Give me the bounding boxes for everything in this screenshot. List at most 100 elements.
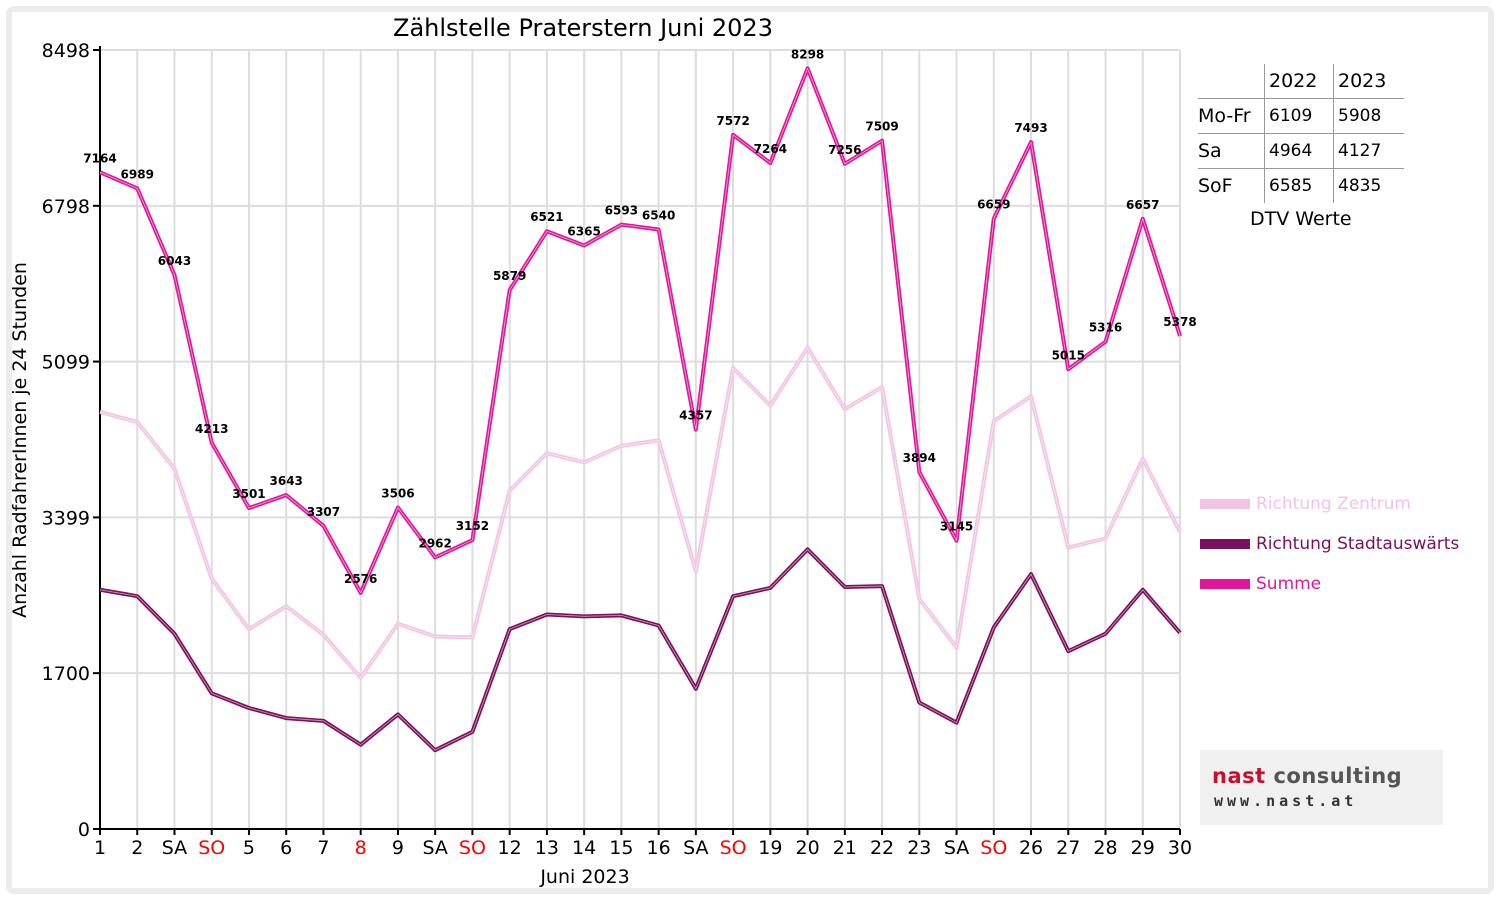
data-label: 3643	[270, 474, 303, 488]
x-tick-label: 30	[1168, 837, 1192, 859]
company-logo: nast consulting www.nast.at	[1200, 750, 1443, 825]
data-label: 4357	[679, 409, 712, 423]
dtv-cell: 4964	[1264, 133, 1334, 169]
legend-swatch	[1200, 539, 1250, 549]
x-tick-label: 20	[795, 837, 819, 859]
data-label: 6989	[121, 167, 154, 181]
data-label: 3152	[456, 519, 489, 533]
dtv-header-row: 2022 2023	[1198, 64, 1404, 99]
x-tick-label: 28	[1093, 837, 1117, 859]
series-line-highlight	[99, 347, 1181, 679]
data-label: 5316	[1089, 321, 1122, 335]
data-label: 6657	[1126, 198, 1159, 212]
x-tick-label: 1	[94, 837, 106, 859]
series-line	[99, 547, 1182, 753]
data-label: 6521	[530, 210, 563, 224]
x-tick-label: 5	[243, 837, 255, 859]
data-label: 7493	[1014, 121, 1047, 135]
dtv-row-label: Sa	[1198, 133, 1265, 169]
x-tick-label: 19	[758, 837, 782, 859]
x-tick-label: SA	[683, 837, 708, 859]
dtv-corner	[1198, 64, 1265, 99]
dtv-row: Sa 4964 4127	[1198, 133, 1404, 169]
x-tick-label: SO	[459, 837, 486, 859]
x-tick-label: 16	[647, 837, 671, 859]
dtv-row: Mo-Fr 6109 5908	[1198, 98, 1404, 134]
data-label: 7572	[716, 114, 749, 128]
data-label: 3506	[381, 487, 414, 501]
legend-label: Richtung Stadtauswärts	[1256, 534, 1460, 554]
x-tick-label: SA	[162, 837, 187, 859]
x-tick-label: 7	[317, 837, 329, 859]
x-tick-label: 29	[1131, 837, 1155, 859]
x-tick-label: 27	[1056, 837, 1080, 859]
dtv-cell: 6585	[1264, 168, 1334, 203]
data-label: 5015	[1052, 348, 1085, 362]
data-label: 6540	[642, 208, 675, 222]
y-tick-label: 1700	[42, 663, 90, 685]
x-tick-label: SO	[198, 837, 225, 859]
data-label: 3307	[307, 505, 340, 519]
y-tick-label: 5099	[42, 352, 90, 374]
series-line-highlight	[99, 67, 1181, 594]
data-label: 3145	[940, 520, 973, 534]
y-tick-label: 0	[78, 819, 90, 841]
x-tick-label: SA	[944, 837, 969, 859]
x-tick-label: SO	[720, 837, 747, 859]
series-line	[99, 66, 1182, 595]
data-label: 7164	[83, 151, 116, 165]
legend-label: Summe	[1256, 574, 1322, 594]
logo-url: www.nast.at	[1214, 792, 1358, 810]
data-label: 3501	[232, 487, 265, 501]
x-tick-label: 26	[1019, 837, 1043, 859]
data-label: 2576	[344, 572, 377, 586]
data-label: 6593	[605, 204, 638, 218]
data-label: 3894	[903, 451, 936, 465]
dtv-cell: 4127	[1333, 133, 1404, 169]
dtv-table: 2022 2023 Mo-Fr 6109 5908 Sa 4964 4127 S…	[1198, 64, 1404, 203]
legend-item-stadtauswaerts: Richtung Stadtauswärts	[1200, 534, 1459, 554]
dtv-year-2023: 2023	[1333, 64, 1404, 99]
dtv-cell: 5908	[1333, 98, 1404, 134]
legend-item-zentrum: Richtung Zentrum	[1200, 494, 1411, 514]
chart-title: Zählstelle Praterstern Juni 2023	[393, 14, 773, 42]
x-tick-label: 14	[572, 837, 596, 859]
dtv-row: SoF 6585 4835	[1198, 168, 1404, 203]
data-label: 5879	[493, 269, 526, 283]
dtv-row-label: SoF	[1198, 168, 1265, 203]
x-tick-label: 8	[355, 837, 367, 859]
data-label: 7509	[865, 120, 898, 134]
dtv-cell: 4835	[1333, 168, 1404, 203]
dtv-year-2022: 2022	[1264, 64, 1334, 99]
x-tick-label: 12	[498, 837, 522, 859]
dtv-row-label: Mo-Fr	[1198, 98, 1265, 134]
x-tick-label: 9	[392, 837, 404, 859]
data-label: 6659	[977, 198, 1010, 212]
x-tick-label: 15	[609, 837, 633, 859]
data-label: 8298	[791, 47, 824, 61]
y-tick-label: 8498	[42, 40, 90, 62]
data-label: 7256	[828, 143, 861, 157]
x-tick-label: 22	[870, 837, 894, 859]
x-tick-label: 13	[535, 837, 559, 859]
y-tick-label: 6798	[42, 196, 90, 218]
data-label: 6043	[158, 254, 191, 268]
series-line	[99, 345, 1182, 680]
legend-swatch	[1200, 579, 1250, 589]
y-axis-label: Anzahl RadfahrerInnen je 24 Stunden	[9, 262, 31, 618]
x-tick-label: SA	[422, 837, 447, 859]
data-label: 2962	[418, 536, 451, 550]
x-tick-label: 21	[833, 837, 857, 859]
dtv-cell: 6109	[1264, 98, 1334, 134]
logo-wordmark: nast consulting	[1212, 764, 1403, 788]
x-tick-label: 6	[280, 837, 292, 859]
x-axis-label: Juni 2023	[539, 866, 629, 888]
data-label: 6365	[567, 225, 600, 239]
legend-label: Richtung Zentrum	[1256, 494, 1411, 514]
data-label: 5378	[1163, 315, 1196, 329]
dtv-caption: DTV Werte	[1250, 208, 1352, 230]
x-tick-label: SO	[980, 837, 1007, 859]
legend-item-summe: Summe	[1200, 574, 1321, 594]
x-tick-label: 2	[131, 837, 143, 859]
